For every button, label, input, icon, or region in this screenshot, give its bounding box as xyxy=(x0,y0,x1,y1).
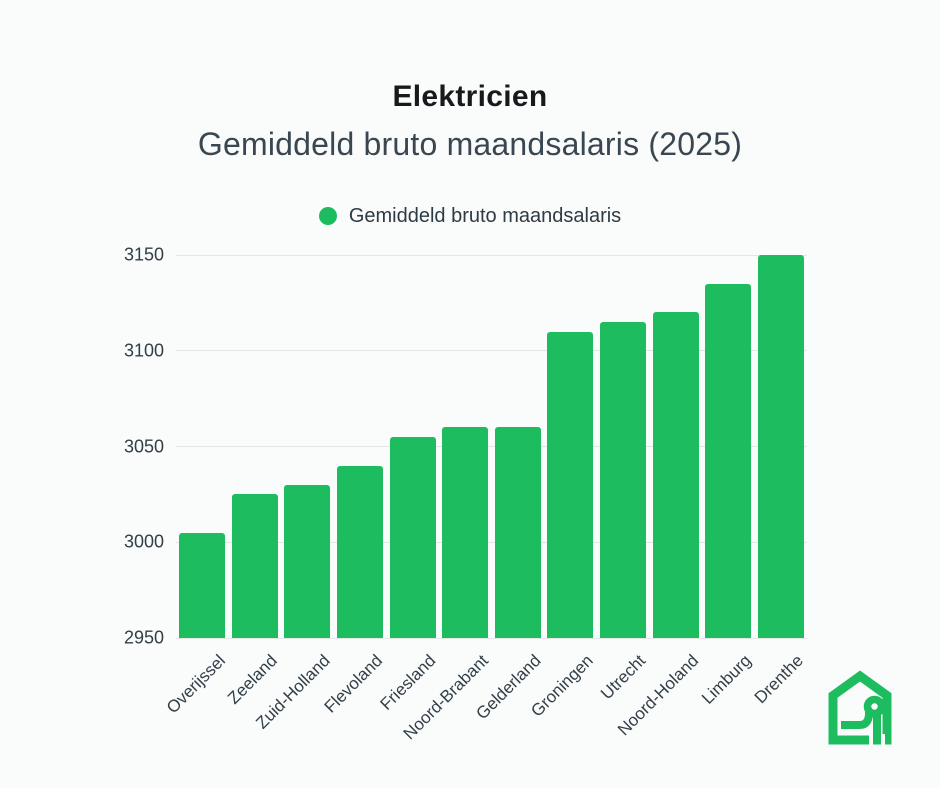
bar-overijssel xyxy=(179,532,226,638)
x-axis-tick-label: Drenthe xyxy=(750,651,808,708)
logo-squiggle xyxy=(841,712,873,729)
gridline xyxy=(176,541,807,543)
bar-gelderland xyxy=(494,427,541,638)
y-axis-tick-label: 3100 xyxy=(123,340,164,361)
page-title: Elektricien xyxy=(392,80,548,113)
logo-squiggle-loop xyxy=(863,695,886,718)
bar-noord-holand xyxy=(652,312,699,638)
plot-area xyxy=(176,254,807,639)
legend: Gemiddeld bruto maandsalaris xyxy=(0,203,940,229)
gridline xyxy=(176,254,807,256)
gridline xyxy=(176,446,807,447)
legend-label: Gemiddeld bruto maandsalaris xyxy=(348,204,622,227)
x-axis-tick-label: Overijssel xyxy=(162,651,229,718)
bar-groningen xyxy=(547,331,594,638)
y-axis-tick-label: 3150 xyxy=(123,244,164,265)
logo-house-outline xyxy=(828,670,892,745)
legend-swatch-icon xyxy=(318,207,337,225)
y-axis-tick-label: 3000 xyxy=(123,531,164,552)
bar-utrecht xyxy=(599,322,646,638)
bar-flevoland xyxy=(337,465,384,638)
bar-friesland xyxy=(389,436,436,638)
bar-zuid-holland xyxy=(284,484,331,638)
gridline xyxy=(176,637,807,639)
page-subtitle: Gemiddeld bruto maandsalaris (2025) xyxy=(197,126,743,162)
y-axis-tick-label: 2950 xyxy=(123,627,164,648)
bar-drenthe xyxy=(757,255,804,638)
bar-noord-brabant xyxy=(442,427,489,638)
y-axis-tick-label: 3050 xyxy=(123,436,164,456)
huis-logo xyxy=(828,670,892,745)
x-axis: Overijssel Zeeland Zuid-Holland Flevoland Fr… xyxy=(163,649,808,769)
bar-limburg xyxy=(705,283,752,638)
y-axis: 2950 3000 3050 3100 3150 xyxy=(0,245,164,648)
gridline xyxy=(176,350,807,352)
bar-zeeland xyxy=(231,494,278,638)
x-axis-tick-label: Limburg xyxy=(697,651,755,708)
